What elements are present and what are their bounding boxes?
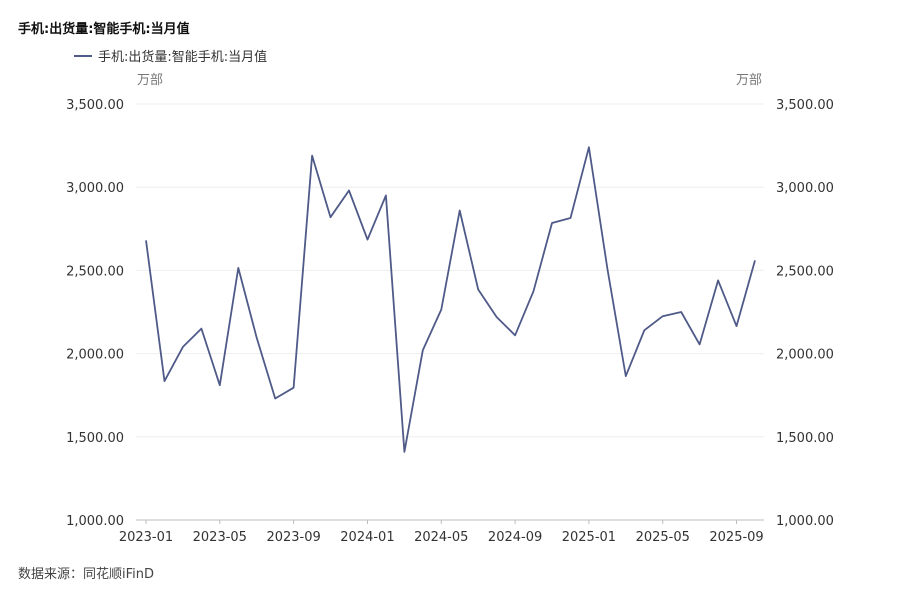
- right-axis-unit: 万部: [736, 73, 763, 88]
- data-point: [550, 221, 554, 225]
- data-point: [273, 397, 277, 401]
- data-point: [716, 278, 720, 282]
- data-point: [181, 345, 185, 349]
- data-point: [329, 215, 333, 219]
- data-point: [642, 328, 646, 332]
- series-line: [145, 146, 756, 453]
- y-tick-label-right: 3,500.00: [776, 98, 834, 113]
- data-point: [753, 258, 757, 262]
- data-point: [624, 374, 628, 378]
- y-tick-label-left: 1,500.00: [66, 431, 124, 446]
- data-point: [458, 208, 462, 212]
- y-tick-label-left: 3,000.00: [66, 181, 124, 196]
- data-point: [661, 314, 665, 318]
- x-tick-label: 2024-09: [488, 530, 542, 545]
- y-tick-label-left: 2,500.00: [66, 264, 124, 279]
- data-point: [439, 308, 443, 312]
- data-point: [144, 238, 148, 242]
- data-point: [513, 333, 517, 337]
- data-point: [162, 379, 166, 383]
- data-point: [365, 238, 369, 242]
- data-point: [605, 267, 609, 271]
- data-point: [310, 154, 314, 158]
- data-point: [236, 266, 240, 270]
- y-tick-label-right: 3,000.00: [776, 181, 834, 196]
- data-point: [421, 348, 425, 352]
- y-tick-label-left: 1,000.00: [66, 514, 124, 529]
- x-tick-label: 2024-05: [414, 530, 468, 545]
- y-tick-label-right: 1,500.00: [776, 431, 834, 446]
- data-point: [679, 310, 683, 314]
- data-point: [218, 383, 222, 387]
- data-point: [735, 324, 739, 328]
- y-tick-label-right: 1,000.00: [776, 514, 834, 529]
- data-point: [698, 342, 702, 346]
- x-tick-label: 2023-01: [119, 530, 173, 545]
- data-point: [587, 145, 591, 149]
- left-axis-unit: 万部: [137, 73, 164, 88]
- data-point: [402, 450, 406, 454]
- data-point: [255, 336, 259, 340]
- x-tick-label: 2023-05: [193, 530, 247, 545]
- data-point: [347, 189, 351, 193]
- y-tick-label-left: 3,500.00: [66, 98, 124, 113]
- x-tick-label: 2025-01: [562, 530, 616, 545]
- legend-swatch: [74, 54, 92, 57]
- data-point: [384, 194, 388, 198]
- chart-title: 手机:出货量:智能手机:当月值: [18, 22, 190, 37]
- x-tick-label: 2024-01: [340, 530, 394, 545]
- data-point: [495, 315, 499, 319]
- y-tick-label-right: 2,000.00: [776, 348, 834, 363]
- x-tick-label: 2025-09: [709, 530, 763, 545]
- data-point: [476, 288, 480, 292]
- y-tick-label-left: 2,000.00: [66, 348, 124, 363]
- legend-label: 手机:出货量:智能手机:当月值: [98, 50, 268, 65]
- x-tick-label: 2025-05: [636, 530, 690, 545]
- data-point: [199, 327, 203, 331]
- data-point: [568, 216, 572, 220]
- data-point: [292, 386, 296, 390]
- x-tick-label: 2023-09: [266, 530, 320, 545]
- legend[interactable]: 手机:出货量:智能手机:当月值: [74, 46, 267, 65]
- data-point: [532, 289, 536, 293]
- y-tick-label-right: 2,500.00: [776, 264, 834, 279]
- data-source: 数据来源：同花顺iFinD: [18, 567, 155, 582]
